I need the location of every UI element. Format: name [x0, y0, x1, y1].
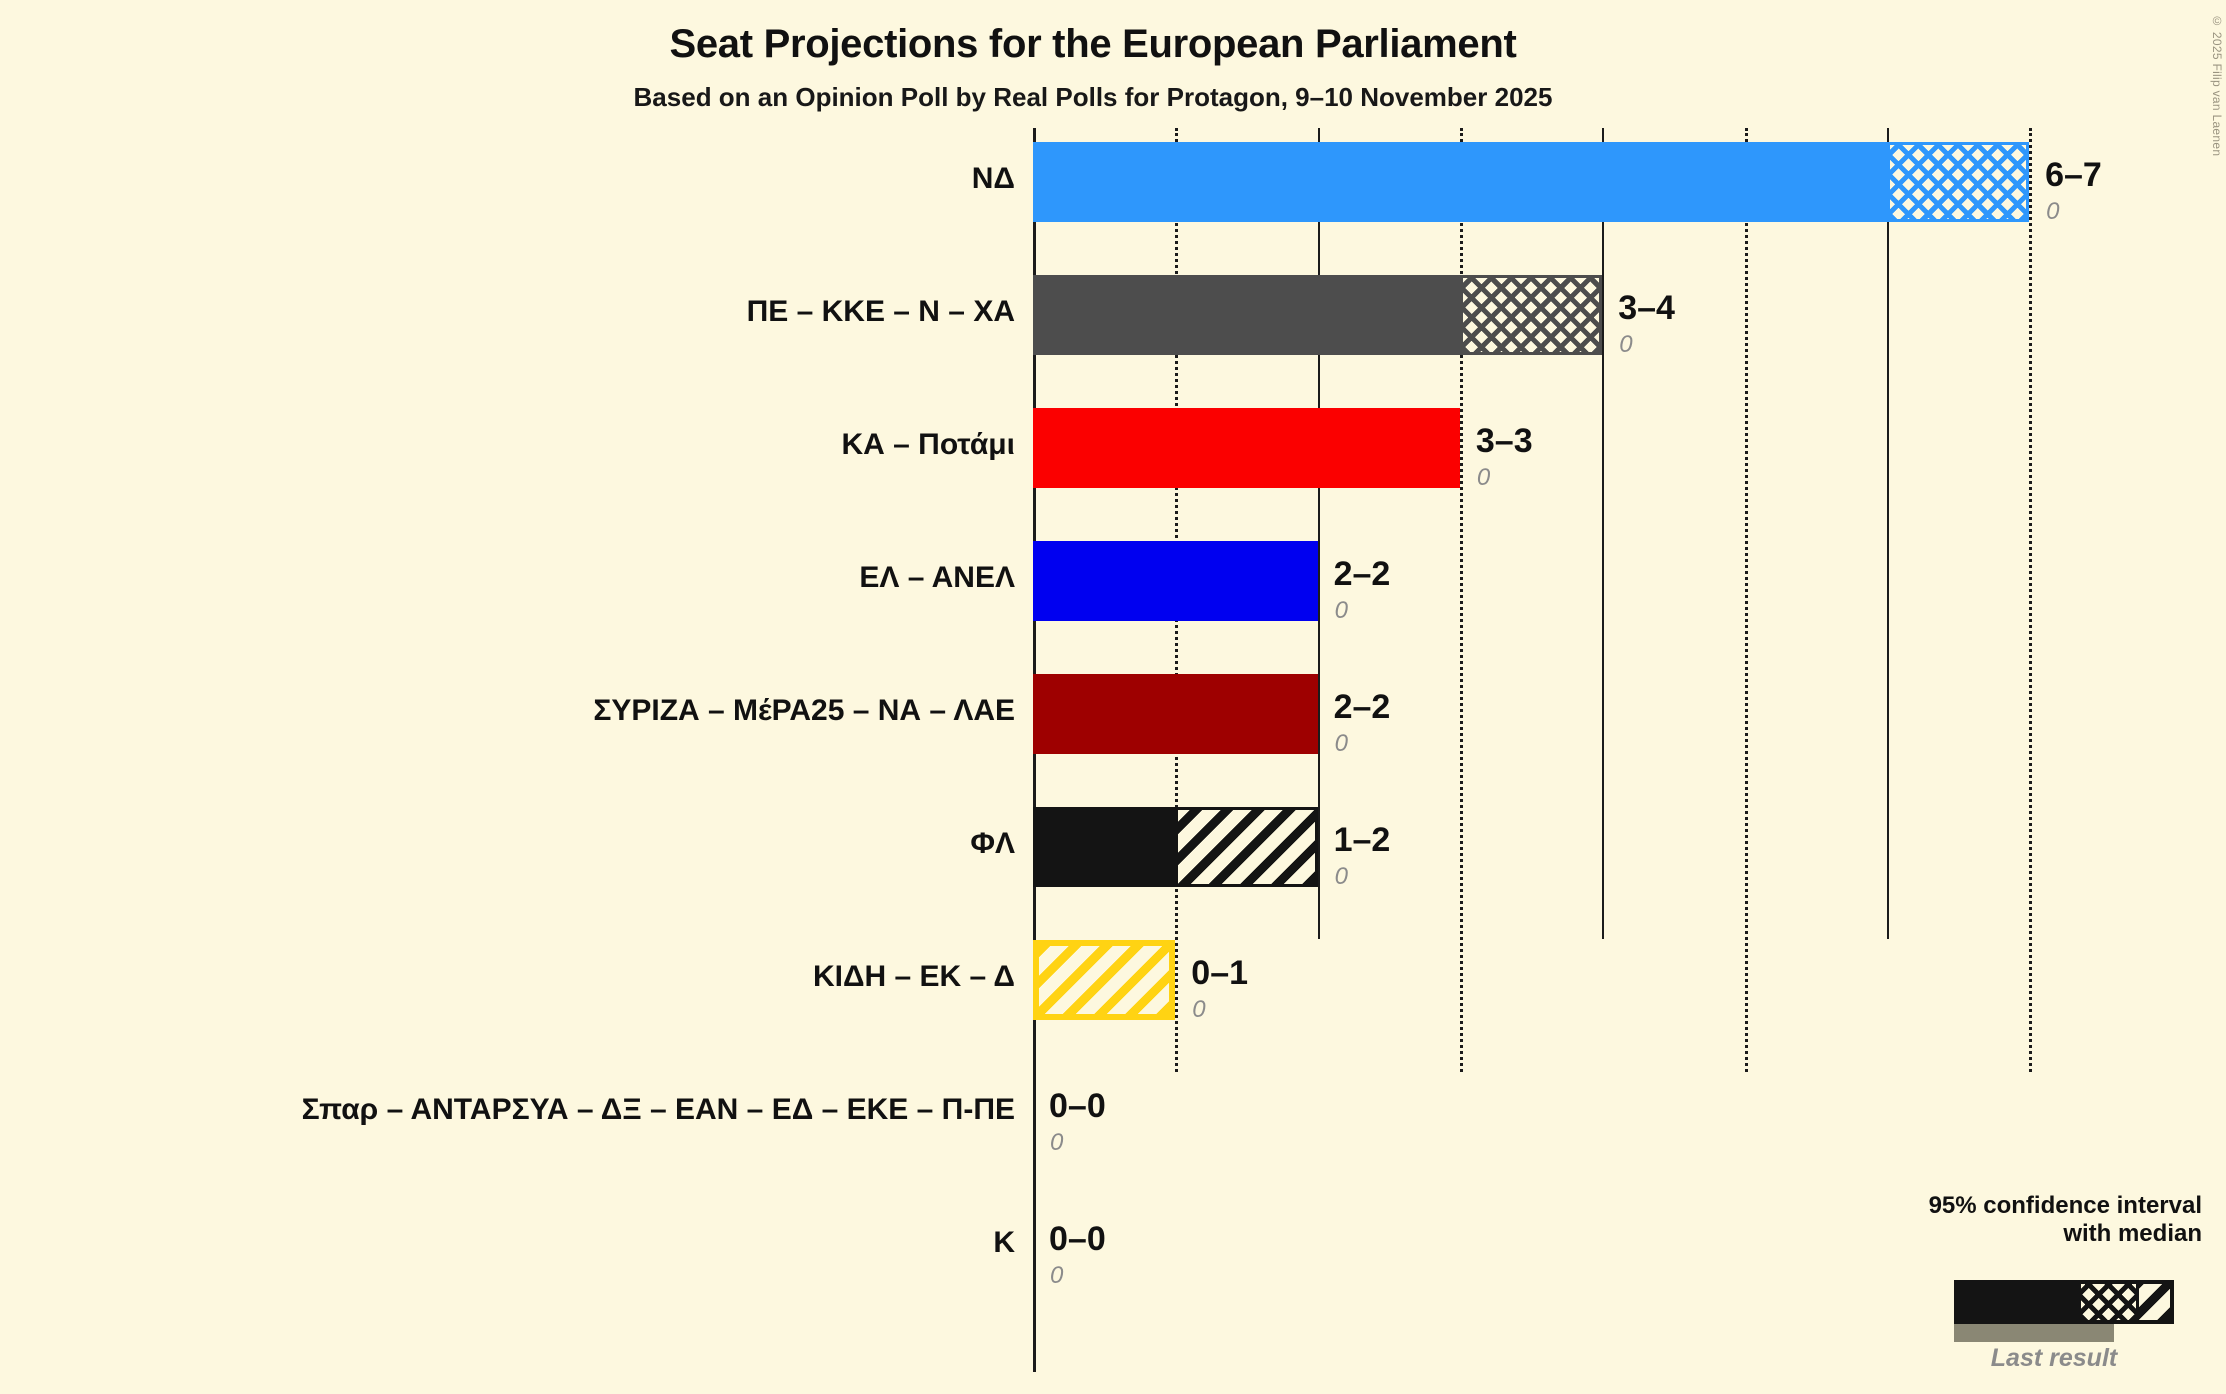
bar-segment-median — [1033, 541, 1318, 621]
bar-segment-median — [1033, 408, 1460, 488]
row-label-1: ΠΕ – ΚΚΕ – Ν – ΧΑ — [746, 295, 1015, 328]
legend-last-result-label: Last result — [1990, 1344, 2118, 1372]
row-range-value-8: 0–0 — [1049, 1220, 1106, 1258]
bar-segment-confidence-interval — [1459, 275, 1603, 355]
row-range-value-3: 2–2 — [1333, 555, 1391, 593]
row-label-5: ΦΛ — [970, 827, 1015, 860]
bar-segment-median — [1033, 807, 1176, 887]
row-last-result-7: 0 — [1050, 1129, 1064, 1156]
row-last-result-5: 0 — [1334, 863, 1348, 890]
legend-last-result-bar — [1954, 1324, 2114, 1342]
row-label-8: Κ — [993, 1226, 1015, 1259]
legend-line-1: 95% confidence interval — [1928, 1192, 2202, 1219]
gridline-6 — [1886, 128, 1889, 939]
row-range-value-2: 3–3 — [1475, 422, 1533, 460]
bar-6 — [1033, 940, 1176, 1020]
row-range-value-5: 1–2 — [1333, 821, 1391, 859]
legend-segment-diagonal — [2136, 1284, 2170, 1320]
chart-row: ΦΛ 1–2 0 — [0, 807, 2226, 890]
row-range-value-0: 6–7 — [2045, 156, 2102, 194]
row-label-2: ΚΑ – Ποτάμι — [841, 428, 1015, 461]
bar-1 — [1033, 275, 1603, 355]
bar-5 — [1033, 807, 1318, 887]
bar-segment-median — [1033, 275, 1460, 355]
row-range-value-1: 3–4 — [1618, 289, 1675, 327]
row-range-value-7: 0–0 — [1049, 1087, 1106, 1125]
row-last-result-3: 0 — [1334, 597, 1348, 624]
chart-row: ΚΙΔΗ – ΕΚ – Δ 0–1 0 — [0, 940, 2226, 1023]
legend-ci-bar — [1954, 1280, 2174, 1324]
bar-3 — [1033, 541, 1318, 621]
chart-row: ΣΥΡΙΖΑ – ΜέΡΑ25 – ΝΑ – ΛΑΕ 2–2 0 — [0, 674, 2226, 757]
bar-2 — [1033, 408, 1460, 488]
bar-segment-confidence-interval — [1033, 940, 1176, 1020]
row-last-result-2: 0 — [1476, 464, 1491, 491]
bar-0 — [1033, 142, 2030, 222]
row-last-result-1: 0 — [1619, 331, 1633, 358]
gridline-4 — [1602, 128, 1605, 939]
page-title: Seat Projections for the European Parlia… — [669, 22, 1517, 66]
gridline-2 — [1317, 128, 1320, 939]
chart-row: ΚΑ – Ποτάμι 3–3 0 — [0, 408, 2226, 491]
chart-row: ΕΛ – ΑΝΕΛ 2–2 0 — [0, 541, 2226, 624]
row-last-result-8: 0 — [1050, 1262, 1064, 1289]
row-last-result-4: 0 — [1334, 730, 1348, 757]
gridline-3 — [1459, 128, 1463, 1072]
legend-segment-median — [1958, 1284, 2081, 1320]
bar-segment-confidence-interval — [1175, 807, 1318, 887]
row-range-value-4: 2–2 — [1333, 688, 1391, 726]
bar-segment-confidence-interval — [1886, 142, 2030, 222]
row-last-result-6: 0 — [1192, 996, 1206, 1023]
row-label-4: ΣΥΡΙΖΑ – ΜέΡΑ25 – ΝΑ – ΛΑΕ — [593, 694, 1015, 727]
legend: 95% confidence interval with median Last… — [1782, 1192, 2202, 1372]
bar-segment-median — [1033, 674, 1318, 754]
bar-4 — [1033, 674, 1318, 754]
row-label-3: ΕΛ – ΑΝΕΛ — [859, 561, 1015, 594]
page-subtitle: Based on an Opinion Poll by Real Polls f… — [633, 82, 1553, 112]
legend-segment-crosshatch — [2080, 1284, 2137, 1320]
chart-row: Σπαρ – ΑΝΤΑΡΣΥΑ – ΔΞ – ΕΑΝ – ΕΔ – ΕΚΕ – … — [0, 1073, 2226, 1156]
row-label-0: ΝΔ — [971, 162, 1015, 195]
copyright-notice: © 2025 Filip van Laenen — [2210, 14, 2224, 157]
chart-row: ΝΔ 6–7 0 — [0, 142, 2226, 225]
gridline-7 — [2029, 128, 2033, 1072]
chart-row: Κ 0–0 0 — [0, 1206, 2226, 1289]
row-last-result-0: 0 — [2046, 198, 2060, 225]
legend-line-2: with median — [2063, 1220, 2202, 1248]
row-label-7: Σπαρ – ΑΝΤΑΡΣΥΑ – ΔΞ – ΕΑΝ – ΕΔ – ΕΚΕ – … — [301, 1093, 1015, 1126]
bar-segment-median — [1033, 142, 1887, 222]
gridline-5 — [1744, 128, 1748, 1072]
row-range-value-6: 0–1 — [1191, 954, 1249, 992]
row-label-6: ΚΙΔΗ – ΕΚ – Δ — [812, 960, 1015, 993]
chart-row: ΠΕ – ΚΚΕ – Ν – ΧΑ 3–4 0 — [0, 275, 2226, 358]
